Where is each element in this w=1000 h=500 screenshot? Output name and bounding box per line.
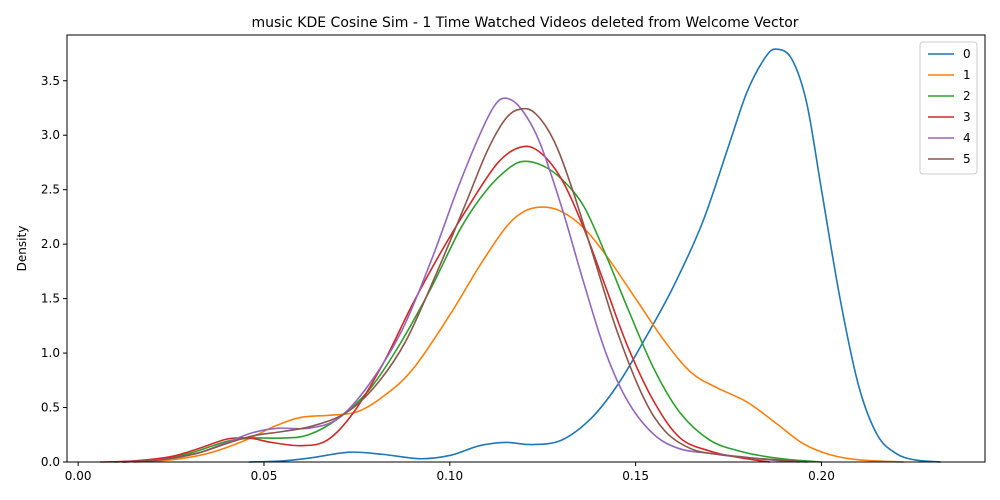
y-tick-label: 2.5 [41,183,60,197]
legend-label-5: 5 [963,152,971,166]
legend-label-4: 4 [963,131,971,145]
y-tick-label: 0.5 [41,401,60,415]
y-tick-label: 3.0 [41,128,60,142]
y-tick-label: 2.0 [41,237,60,251]
legend-label-2: 2 [963,89,971,103]
x-tick-label: 0.10 [436,469,463,483]
chart-title: music KDE Cosine Sim - 1 Time Watched Vi… [251,15,798,31]
y-tick-label: 0.0 [41,455,60,469]
x-tick-label: 0.05 [251,469,278,483]
y-axis-label: Density [15,226,29,272]
y-tick-label: 3.5 [41,74,60,88]
series-lines [99,48,942,463]
plot-frame [66,34,986,463]
legend: 0 1 2 3 4 5 [919,41,978,175]
series-line-5 [121,107,808,463]
series-line-1 [133,206,905,463]
x-tick-label: 0.20 [808,469,835,483]
y-tick-label: 1.0 [41,346,60,360]
x-tick-label: 0.15 [622,469,649,483]
series-line-0 [248,48,942,463]
series-line-2 [114,160,823,463]
legend-label-1: 1 [963,68,971,82]
y-tick-label: 1.5 [41,292,60,306]
series-line-3 [99,145,771,463]
y-axis: 0.0 0.5 1.0 1.5 2.0 2.5 3.0 3.5 [41,74,67,469]
legend-label-0: 0 [963,47,971,61]
x-tick-label: 0.00 [65,469,92,483]
series-line-4 [121,97,800,463]
x-axis: 0.00 0.05 0.10 0.15 0.20 [65,462,835,483]
legend-label-3: 3 [963,110,971,124]
